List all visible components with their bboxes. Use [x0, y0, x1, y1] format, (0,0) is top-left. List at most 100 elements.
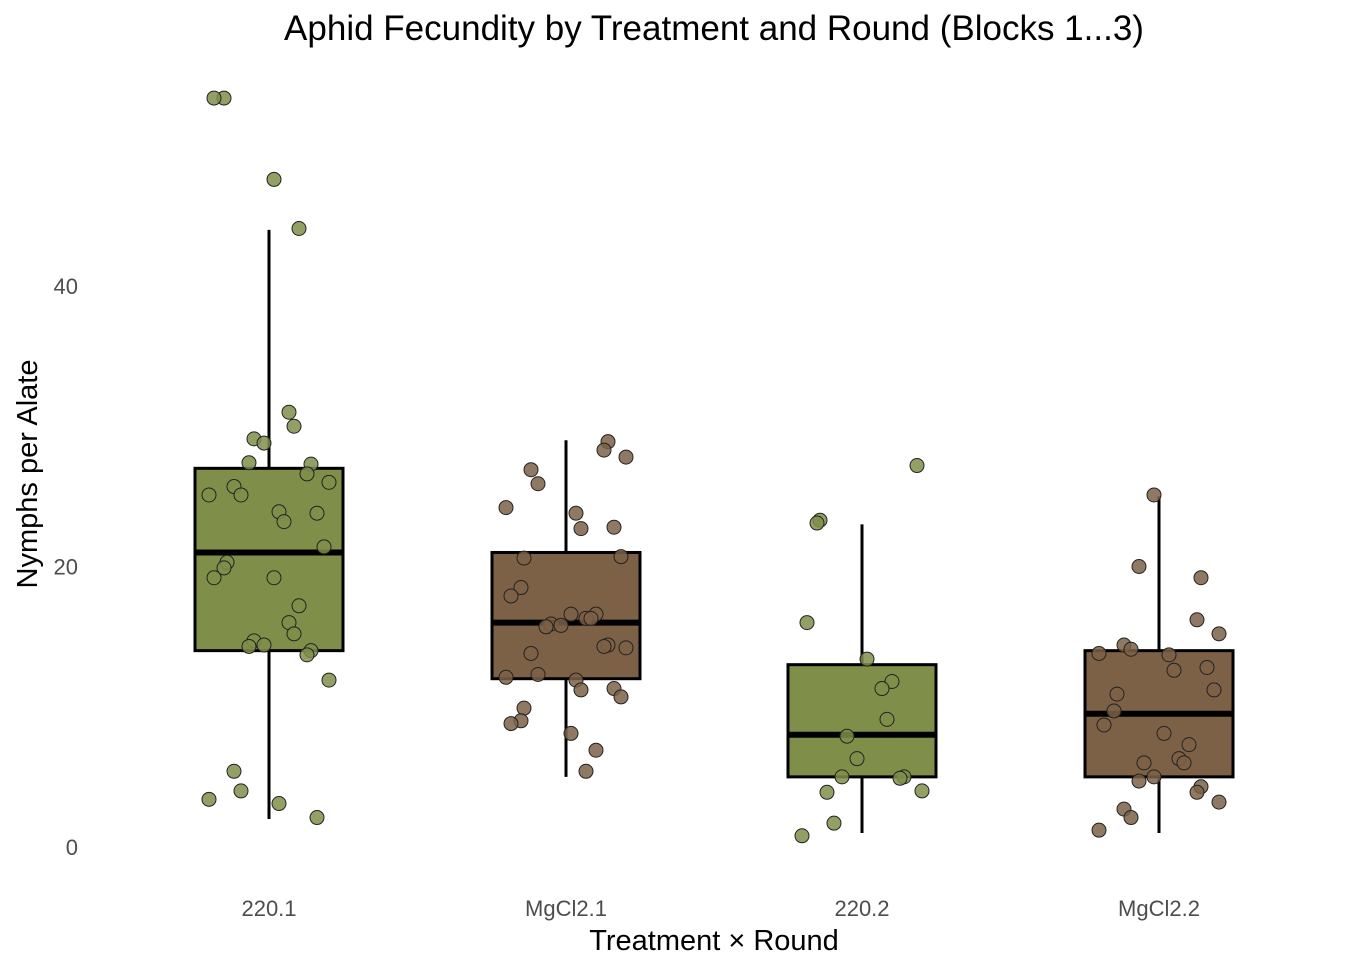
- data-point: [216, 560, 232, 576]
- data-point: [1123, 641, 1139, 657]
- data-point: [299, 466, 315, 482]
- data-point: [1131, 559, 1147, 574]
- data-point: [1189, 784, 1205, 800]
- box-group-MgCl2-1: [490, 434, 642, 779]
- data-point: [596, 442, 612, 458]
- data-point: [291, 220, 307, 236]
- data-point: [206, 90, 222, 106]
- data-point: [1176, 755, 1192, 771]
- data-point: [1096, 717, 1112, 733]
- data-point: [1109, 686, 1125, 702]
- data-point: [538, 619, 554, 635]
- data-point: [563, 725, 579, 741]
- data-point: [266, 171, 282, 187]
- data-point: [849, 751, 865, 767]
- data-point: [309, 505, 325, 521]
- x-tick-label: 220.2: [834, 896, 889, 921]
- data-point: [1106, 703, 1122, 719]
- data-point: [530, 666, 546, 682]
- data-point: [606, 519, 622, 535]
- data-point: [618, 449, 634, 465]
- data-point: [226, 763, 242, 779]
- data-point: [834, 769, 850, 785]
- data-point: [503, 716, 519, 732]
- data-point: [596, 638, 612, 654]
- data-point: [309, 810, 325, 826]
- data-point: [516, 700, 532, 716]
- data-point: [618, 640, 634, 656]
- chart-title: Aphid Fecundity by Treatment and Round (…: [284, 9, 1144, 48]
- data-point: [1211, 794, 1227, 810]
- data-point: [1123, 810, 1139, 826]
- y-axis-title: Nymphs per Alate: [12, 360, 44, 589]
- data-point: [316, 539, 332, 555]
- data-point: [879, 711, 895, 727]
- data-point: [256, 637, 272, 653]
- data-point: [530, 476, 546, 492]
- x-tick-label: MgCl2.2: [1118, 896, 1200, 921]
- data-point: [819, 784, 835, 800]
- data-point: [321, 474, 337, 490]
- data-point: [206, 570, 222, 586]
- data-point: [276, 514, 292, 530]
- data-point: [809, 515, 825, 531]
- data-point: [892, 770, 908, 786]
- y-tick-label: 0: [66, 835, 78, 860]
- data-point: [583, 610, 599, 626]
- data-point: [1193, 570, 1209, 586]
- data-point: [271, 796, 287, 812]
- x-tick-label: MgCl2.1: [525, 896, 607, 921]
- data-point: [613, 689, 629, 705]
- data-point: [1189, 612, 1205, 628]
- data-point: [523, 462, 539, 478]
- box-group-220-1: [193, 90, 345, 826]
- data-point: [588, 742, 604, 758]
- data-point: [909, 458, 925, 474]
- data-point: [578, 763, 594, 779]
- data-point: [281, 404, 297, 420]
- box-group-220-2: [786, 458, 938, 844]
- data-point: [914, 783, 930, 799]
- data-point: [1161, 647, 1177, 663]
- data-point: [498, 500, 514, 516]
- x-axis-title: Treatment × Round: [589, 925, 839, 957]
- y-axis-ticks: 0 20 40: [54, 274, 78, 860]
- data-point: [498, 669, 514, 685]
- data-point: [1181, 737, 1197, 753]
- data-point: [573, 682, 589, 698]
- y-tick-label: 20: [54, 555, 78, 580]
- plot-area: [193, 90, 1235, 844]
- data-point: [241, 455, 257, 471]
- data-point: [286, 626, 302, 642]
- data-point: [573, 521, 589, 537]
- data-point: [839, 728, 855, 744]
- data-point: [291, 598, 307, 614]
- data-point: [201, 791, 217, 807]
- x-tick-label: 220.1: [241, 896, 296, 921]
- data-point: [266, 570, 282, 586]
- data-point: [1156, 725, 1172, 741]
- data-point: [563, 606, 579, 622]
- data-point: [256, 435, 272, 451]
- data-point: [859, 651, 875, 667]
- data-point: [241, 638, 257, 654]
- data-point: [286, 418, 302, 434]
- data-point: [1206, 682, 1222, 698]
- data-point: [233, 783, 249, 799]
- data-point: [1131, 773, 1147, 789]
- data-point: [1146, 769, 1162, 785]
- box-group-MgCl2-2: [1083, 487, 1235, 838]
- data-point: [201, 487, 217, 503]
- data-point: [794, 828, 810, 844]
- data-point: [1166, 662, 1182, 678]
- x-axis-ticks: 220.1 MgCl2.1 220.2 MgCl2.2: [241, 896, 1199, 921]
- data-point: [613, 549, 629, 565]
- data-point: [874, 681, 890, 697]
- data-point: [1091, 822, 1107, 838]
- box: [193, 466, 345, 653]
- data-point: [1199, 659, 1215, 675]
- data-point: [321, 672, 337, 688]
- data-point: [299, 647, 315, 663]
- data-point: [553, 617, 569, 633]
